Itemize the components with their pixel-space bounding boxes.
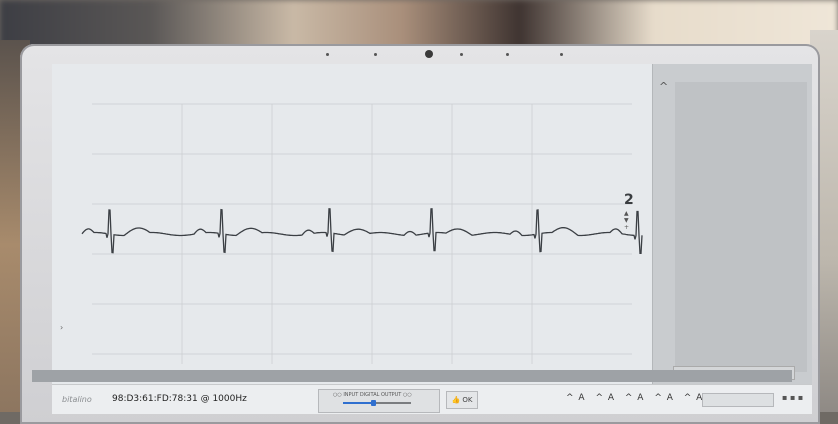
scale-up-icon[interactable]: ▲ — [624, 210, 629, 217]
channel-toggle-button[interactable]: ^ A — [566, 393, 586, 403]
bezel-dot — [560, 53, 563, 56]
channel-toggle-button[interactable]: ^ A — [625, 393, 645, 403]
ok-button[interactable]: 👍 OK — [446, 391, 478, 409]
scale-plus-icon[interactable]: + — [624, 224, 629, 231]
channel-toggle-button[interactable]: ^ A — [595, 393, 615, 403]
bezel-dot — [506, 53, 509, 56]
panel-toggle-button[interactable] — [702, 393, 774, 407]
slider-fill — [343, 402, 373, 404]
slider-knob[interactable] — [371, 400, 376, 406]
scale-readout: 2 — [624, 192, 634, 208]
scale-down-icon[interactable]: ▼ — [624, 217, 629, 224]
collapse-chevron-icon[interactable]: ^ — [659, 80, 668, 93]
app-screen: › 2 ▲ ▼ + - ^ bitalino 98:D3:61:FD:78:31… — [52, 64, 812, 414]
device-info: 98:D3:61:FD:78:31 @ 1000Hz — [112, 394, 247, 404]
channel-toggle-button[interactable]: ^ A — [654, 393, 674, 403]
bezel-dot — [326, 53, 329, 56]
bezel-dot — [374, 53, 377, 56]
side-panel: ^ — [652, 64, 812, 384]
screen-bottom-edge — [32, 370, 792, 382]
bottom-toolbar: bitalino 98:D3:61:FD:78:31 @ 1000Hz ○○ I… — [52, 384, 812, 414]
io-label: ○○ INPUT DIGITAL OUTPUT ○○ — [333, 392, 412, 398]
channel-toggle-button[interactable]: ^ A — [684, 393, 704, 403]
io-control-panel[interactable]: ○○ INPUT DIGITAL OUTPUT ○○ — [318, 389, 440, 413]
side-panel-content — [675, 82, 807, 372]
output-slider[interactable] — [343, 402, 411, 404]
laptop-bezel: › 2 ▲ ▼ + - ^ bitalino 98:D3:61:FD:78:31… — [20, 44, 820, 424]
window-controls-icon[interactable]: ▪ ▪ ▪ — [782, 393, 803, 402]
ecg-trace — [82, 209, 642, 254]
scale-controls[interactable]: ▲ ▼ + - — [624, 210, 629, 238]
bitalino-logo: bitalino — [62, 395, 92, 404]
scale-minus-icon[interactable]: - — [624, 231, 629, 238]
signal-plot-area[interactable]: › 2 ▲ ▼ + - — [52, 64, 652, 384]
plot-grid — [92, 104, 632, 364]
webcam-icon — [425, 50, 433, 58]
bezel-dot — [460, 53, 463, 56]
ecg-plot: › — [52, 64, 652, 384]
channel-marker: › — [60, 323, 63, 332]
